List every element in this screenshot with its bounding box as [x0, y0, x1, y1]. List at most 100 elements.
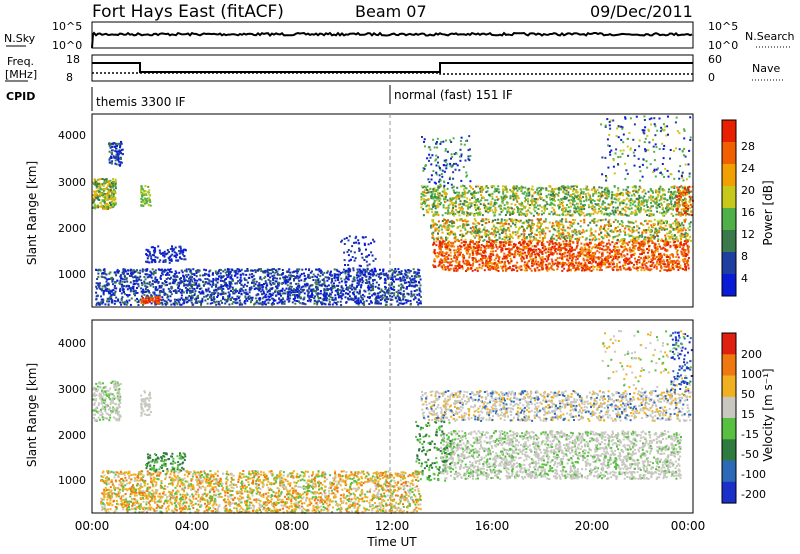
data-cell: [544, 204, 547, 207]
data-cell: [353, 290, 356, 293]
data-cell: [363, 304, 366, 306]
data-cell: [670, 190, 673, 193]
data-cell: [550, 237, 552, 240]
data-cell: [452, 189, 455, 192]
data-cell: [153, 291, 156, 294]
data-cell: [232, 301, 235, 303]
data-cell: [207, 287, 210, 290]
data-cell: [208, 275, 211, 277]
data-cell: [663, 189, 666, 192]
data-cell: [512, 198, 515, 201]
data-cell: [113, 299, 116, 302]
data-cell: [219, 293, 222, 296]
data-cell: [526, 227, 529, 230]
data-cell: [307, 295, 310, 298]
data-cell: [273, 268, 275, 271]
data-cell: [148, 261, 151, 264]
data-cell: [530, 212, 533, 215]
data-cell: [558, 206, 561, 209]
data-cell: [160, 299, 163, 302]
data-cell: [592, 209, 595, 212]
data-cell: [108, 142, 111, 145]
data-cell: [289, 271, 292, 274]
data-cell: [375, 281, 378, 284]
data-cell: [387, 270, 390, 273]
data-cell: [338, 295, 340, 298]
data-cell: [323, 295, 326, 298]
data-cell: [101, 288, 104, 291]
data-cell: [122, 285, 125, 287]
data-cell: [372, 282, 375, 285]
data-cell: [143, 298, 146, 301]
data-cell: [335, 273, 338, 276]
data-cell: [672, 185, 675, 188]
data-cell: [410, 285, 413, 288]
data-cell: [658, 230, 660, 232]
data-cell: [143, 280, 146, 283]
data-cell: [405, 271, 408, 274]
data-cell: [316, 301, 319, 304]
data-cell: [505, 201, 508, 204]
data-cell: [516, 189, 519, 192]
data-cell: [686, 209, 689, 212]
data-cell: [619, 211, 622, 214]
data-cell: [666, 199, 669, 202]
data-cell: [240, 279, 243, 282]
data-cell: [362, 280, 365, 283]
data-cell: [190, 301, 193, 304]
data-cell: [580, 205, 583, 208]
data-cell: [169, 248, 172, 250]
data-cell: [358, 268, 361, 271]
data-cell: [207, 282, 210, 285]
data-cell: [390, 287, 393, 289]
data-cell: [291, 293, 294, 296]
data-cell: [634, 209, 637, 212]
data-cell: [196, 269, 199, 272]
data-cell: [106, 287, 108, 290]
data-cell: [577, 202, 580, 205]
data-cell: [250, 269, 252, 272]
data-cell: [148, 283, 151, 285]
data-cell: [198, 269, 201, 272]
data-cell: [643, 200, 646, 203]
data-cell: [308, 287, 311, 290]
data-cell: [487, 187, 490, 189]
data-cell: [495, 190, 498, 193]
data-cell: [153, 247, 156, 249]
data-cell: [238, 295, 241, 298]
data-cell: [276, 291, 279, 294]
data-cell: [300, 279, 303, 282]
data-cell: [261, 303, 264, 306]
data-cell: [299, 302, 302, 305]
data-cell: [366, 281, 369, 284]
data-cell: [361, 272, 364, 275]
data-cell: [617, 189, 620, 192]
data-cell: [226, 285, 228, 288]
data-cell: [144, 290, 147, 293]
data-cell: [320, 284, 323, 287]
data-cell: [152, 286, 155, 288]
data-cell: [244, 291, 247, 294]
data-cell: [499, 225, 502, 228]
data-cell: [369, 300, 372, 303]
data-cell: [316, 276, 319, 279]
data-cell: [141, 284, 144, 287]
data-cell: [179, 282, 182, 285]
data-cell: [168, 250, 170, 253]
data-cell: [600, 231, 602, 234]
data-cell: [449, 203, 452, 206]
data-cell: [274, 285, 277, 288]
data-cell: [300, 296, 303, 299]
data-cell: [343, 237, 346, 240]
data-cell: [215, 284, 218, 287]
data-cell: [109, 185, 112, 188]
data-cell: [264, 295, 267, 298]
data-cell: [633, 185, 636, 188]
data-cell: [157, 294, 160, 297]
data-cell: [205, 269, 207, 272]
data-cell: [192, 303, 195, 306]
data-cell: [571, 214, 574, 217]
data-cell: [352, 297, 355, 300]
data-cell: [127, 269, 129, 272]
data-cell: [150, 255, 153, 258]
